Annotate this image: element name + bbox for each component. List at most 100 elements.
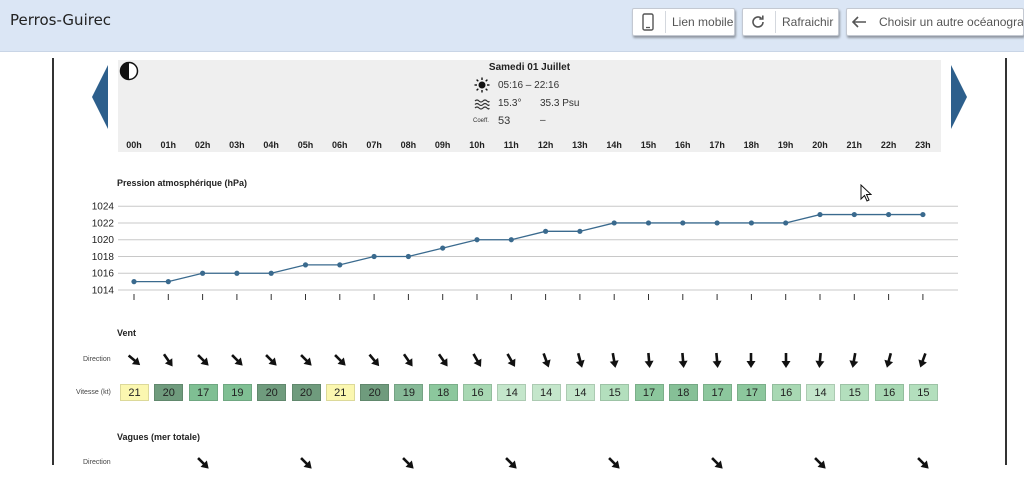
wind-direction-arrow-icon [124,350,144,370]
wind-direction-arrow-icon [913,350,933,370]
pressure-point [474,237,480,243]
wind-direction-arrow-icon [707,350,727,370]
wind-speed-cell: 15 [908,384,938,401]
wind-direction-arrow-icon [398,350,418,370]
hour-label: 06h [332,140,348,150]
wind-direction-arrow-icon [227,350,247,370]
pressure-point [645,220,652,226]
pressure-point [920,211,926,218]
pressure-point [577,228,583,234]
wind-speed-cell: 21 [120,384,149,401]
pressure-point [268,270,274,276]
wind-speed-cell: 18 [428,384,458,401]
pressure-point [680,220,686,226]
wind-speed-cell: 19 [394,384,424,401]
wave-direction-arrow-icon [296,453,316,473]
pressure-point [851,211,857,218]
pressure-point [131,279,137,285]
hour-label: 21h [846,140,863,150]
button-separator [775,11,776,33]
waves-icon [474,97,490,115]
mouse-cursor-icon [860,183,873,207]
water-temperature: 15.3° [498,98,522,109]
wave-direction-arrow-icon [193,453,213,473]
y-tick-label: 1020 [92,235,115,246]
wind-speed-cell: 16 [771,384,801,401]
y-tick-label: 1022 [92,218,115,229]
wind-direction-arrow-icon [604,350,624,370]
pressure-point [783,220,789,226]
content-frame-right [1005,58,1007,465]
coeff-extra: – [540,115,546,126]
wave-direction-arrow-icon [501,453,521,473]
wind-direction-arrow-icon [536,350,556,370]
pressure-point [886,211,892,218]
hour-label: 14h [606,140,622,150]
wind-speed-cell: 15 [840,384,870,401]
wind-direction-arrow-icon [776,350,796,370]
hour-label: 04h [263,140,279,150]
wind-speed-cell: 19 [222,384,252,401]
wind-direction-arrow-icon [639,350,659,370]
wind-direction-arrow-icon [501,350,521,370]
wind-speed-cell: 17 [634,384,664,401]
top-bar: Perros-Guirec Lien mobile Rafraichir Cho… [0,0,1024,52]
mobile-link-button[interactable]: Lien mobile [632,8,735,36]
hour-label: 07h [366,140,382,150]
wave-direction-arrow-icon [398,453,418,473]
wind-speed-cell: 17 [737,384,767,401]
wind-speed-cell: 15 [600,384,630,401]
salinity: 35.3 Psu [540,98,580,109]
y-tick-label: 1024 [92,202,115,213]
pressure-point [371,253,377,260]
hour-label: 22h [880,140,897,150]
y-tick-label: 1018 [92,252,115,263]
next-day-arrow-icon[interactable] [949,63,969,136]
refresh-label: Rafraichir [782,15,834,29]
wind-direction-arrow-icon [158,350,178,370]
wind-speed-cell: 16 [874,384,904,401]
pressure-chart: 1014 1016 1018 1020 1022 1024 [92,202,958,300]
prev-day-arrow-icon[interactable] [90,63,110,136]
wind-direction-arrow-icon [330,350,350,370]
hour-label: 15h [640,140,657,150]
hour-label: 05h [297,140,314,150]
content-frame-left [52,58,54,465]
wind-direction-arrow-icon [879,350,899,370]
refresh-button[interactable]: Rafraichir [742,8,839,36]
hour-label: 17h [709,140,725,150]
wind-direction-arrow-icon [741,350,761,370]
hour-label: 18h [743,140,760,150]
wave-direction-arrow-icon [913,453,933,473]
wind-speed-cell: 14 [531,384,561,401]
wind-direction-arrow-icon [364,350,384,370]
waves-title: Vagues (mer totale) [117,432,201,442]
wind-speed-cell: 14 [806,384,835,401]
choose-other-button[interactable]: Choisir un autre océanogramme [846,8,1024,36]
wind-direction-arrow-icon [261,350,281,370]
sun-times: 05:16 – 22:16 [498,80,560,91]
wave-direction-arrow-icon [810,453,830,473]
wind-speed-cell: 20 [360,384,390,401]
wave-direction-arrow-icon [604,453,624,473]
phone-icon [637,13,659,31]
wind-direction-label: Direction [83,356,111,363]
hour-label: 02h [194,140,211,150]
day-title: Samedi 01 Juillet [488,62,571,73]
refresh-icon [747,14,769,30]
pressure-point [748,220,755,226]
wind-speed-cell: 17 [703,384,733,401]
hour-label: 01h [160,140,177,150]
pressure-series-line [134,213,923,283]
day-summary: Samedi 01 Juillet 05:16 – 22:16 15.3° 35… [118,60,941,152]
hour-label: 12h [537,140,554,150]
button-separator [665,11,666,33]
wind-speed-label: Vitesse (kt) [76,389,111,396]
pressure-point [611,220,617,226]
wind-direction-arrow-icon [810,350,830,370]
arrow-left-icon [851,15,867,29]
sun-icon [474,77,490,98]
pressure-point [200,270,206,276]
hour-label: 16h [675,140,691,150]
hour-label: 03h [229,140,245,150]
